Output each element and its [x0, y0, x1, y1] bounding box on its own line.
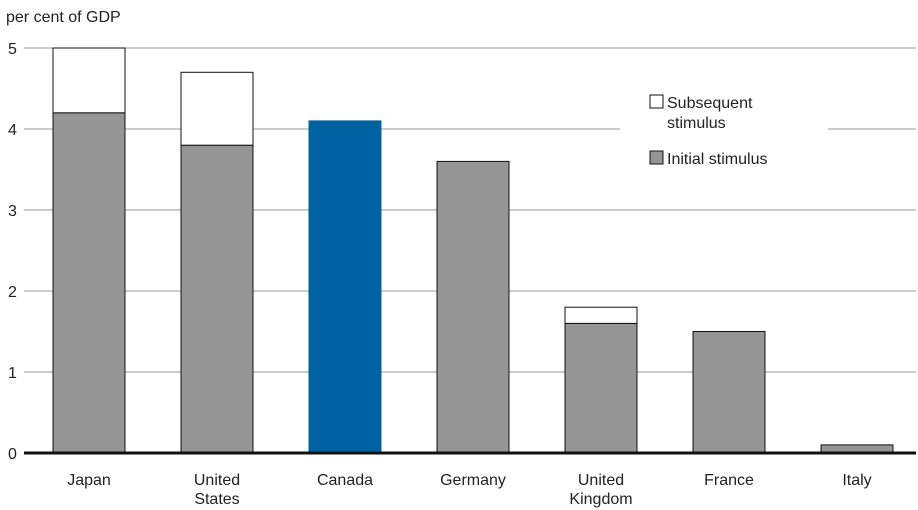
category-label: United States [194, 472, 240, 508]
y-tick-label: 3 [8, 203, 17, 220]
y-tick-label: 5 [8, 41, 17, 58]
legend-swatch [649, 150, 664, 165]
bar-initial [692, 331, 766, 454]
bar-subsequent [180, 71, 254, 146]
bar-initial [564, 322, 638, 454]
y-tick-label: 0 [8, 446, 17, 463]
bar-subsequent [52, 47, 126, 114]
y-tick-label: 1 [8, 365, 17, 382]
category-label: United Kingdom [569, 472, 632, 508]
category-label: France [704, 472, 754, 489]
y-tick-label: 2 [8, 284, 17, 301]
y-tick-label: 4 [8, 122, 17, 139]
bar-initial [180, 144, 254, 454]
bar-initial [52, 112, 126, 454]
bar-initial [308, 120, 382, 454]
category-label: Canada [317, 472, 373, 489]
category-label: Germany [440, 472, 506, 489]
bar-initial [436, 160, 510, 454]
y-axis-ticks: 0 1 2 3 4 5 [8, 41, 17, 463]
category-labels: Japan United States Canada Germany United King… [67, 472, 871, 508]
legend-swatch [649, 94, 664, 109]
legend: Subsequent stimulus Initial stimulus [649, 94, 767, 168]
legend-label: Subsequent stimulus [667, 95, 753, 132]
bars [52, 47, 894, 454]
category-label: Japan [67, 472, 111, 489]
legend-label: Initial stimulus [667, 151, 767, 168]
category-label: Italy [842, 472, 871, 489]
bar-subsequent [564, 306, 638, 324]
y-axis-label: per cent of GDP [6, 9, 121, 26]
